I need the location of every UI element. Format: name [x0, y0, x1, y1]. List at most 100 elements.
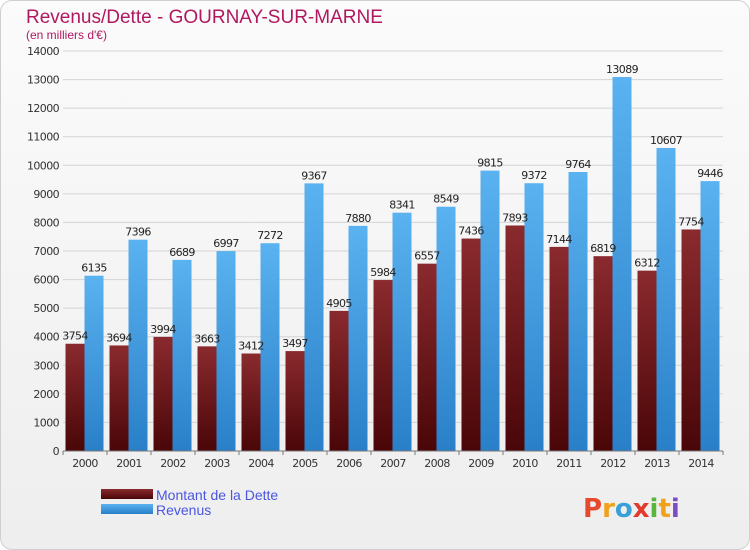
y-tick-label: 10000	[27, 159, 60, 172]
data-label-debt: 6312	[634, 257, 660, 270]
x-tick-label: 2001	[116, 457, 142, 470]
bar-revenus	[568, 172, 588, 451]
bar-debt	[593, 256, 613, 451]
x-tick-label: 2003	[204, 457, 230, 470]
bar-debt	[461, 238, 481, 451]
data-label-debt: 6557	[414, 250, 440, 263]
legend-label-revenus: Revenus	[156, 502, 211, 518]
x-tick-label: 2004	[248, 457, 274, 470]
y-tick-label: 7000	[33, 245, 59, 258]
x-tick-label: 2005	[292, 457, 318, 470]
data-label-revenus: 6135	[81, 262, 107, 275]
x-tick-label: 2000	[72, 457, 98, 470]
y-tick-label: 0	[53, 445, 60, 458]
bar-revenus	[260, 243, 280, 451]
data-label-debt: 7144	[546, 233, 572, 246]
x-tick-label: 2008	[424, 457, 450, 470]
bar-debt	[241, 353, 261, 451]
logo-letter: o	[615, 494, 633, 524]
y-axis-ticks: 0 1000 2000 3000 4000 5000 6000 7000 8000 9000 100…	[27, 45, 60, 458]
bar-debt	[65, 343, 85, 451]
data-label-debt: 3412	[238, 340, 264, 353]
y-tick-label: 9000	[33, 188, 59, 201]
bar-revenus	[524, 183, 544, 451]
data-label-debt: 3754	[62, 330, 88, 343]
bar-debt	[109, 345, 129, 451]
bar-debt	[417, 263, 437, 451]
data-label-revenus: 8341	[389, 199, 415, 212]
x-axis-ticks: 2000 2001 2002 2003 2004 2005 2006 2007 2008 2009…	[62, 451, 724, 470]
bar-revenus	[216, 251, 236, 451]
x-tick-label: 2002	[160, 457, 186, 470]
data-label-debt: 3694	[106, 331, 132, 344]
bar-revenus	[436, 206, 456, 451]
logo-letter: i	[650, 494, 659, 524]
bar-revenus	[480, 170, 500, 452]
data-label-revenus: 7396	[125, 226, 151, 239]
bar-revenus	[700, 181, 720, 451]
bar-debt	[549, 246, 569, 451]
bar-revenus	[128, 239, 148, 451]
bar-revenus	[392, 212, 412, 451]
data-labels: 3754 6135 3694 7396 3994 6689 3663 6997 3412 7272…	[62, 63, 724, 353]
bar-debt	[373, 280, 393, 451]
bar-revenus	[84, 275, 104, 451]
data-label-debt: 6819	[590, 242, 616, 255]
bar-debt	[285, 351, 305, 451]
bar-debt	[197, 346, 217, 451]
data-label-revenus: 9372	[521, 169, 547, 182]
data-label-revenus: 6689	[169, 246, 195, 259]
y-tick-label: 1000	[33, 416, 59, 429]
x-tick-label: 2012	[600, 457, 626, 470]
bar-revenus	[612, 77, 632, 452]
bars	[65, 77, 720, 452]
legend: Montant de la Dette Revenus	[101, 487, 278, 518]
logo-letter: x	[633, 494, 650, 524]
y-tick-label: 3000	[33, 359, 59, 372]
bar-debt	[637, 270, 657, 451]
bar-debt	[329, 310, 349, 451]
x-tick-label: 2009	[468, 457, 494, 470]
x-tick-label: 2007	[380, 457, 406, 470]
data-label-revenus: 7272	[257, 229, 283, 242]
bar-revenus	[304, 183, 324, 451]
y-tick-label: 11000	[27, 131, 60, 144]
y-tick-label: 6000	[33, 274, 59, 287]
data-label-debt: 7893	[502, 211, 528, 224]
data-label-debt: 3663	[194, 332, 220, 345]
data-label-revenus: 9815	[477, 157, 503, 170]
y-tick-label: 14000	[27, 45, 60, 58]
x-tick-label: 2014	[688, 457, 714, 470]
logo-letter: r	[602, 494, 615, 524]
data-label-debt: 4905	[326, 297, 352, 310]
logo-letter: P	[583, 494, 602, 524]
legend-swatch-revenus	[101, 504, 153, 514]
data-label-revenus: 9764	[565, 158, 591, 171]
x-tick-label: 2010	[512, 457, 538, 470]
legend-swatch-debt	[101, 489, 153, 499]
data-label-debt: 5984	[370, 266, 396, 279]
x-tick-label: 2006	[336, 457, 362, 470]
data-label-revenus: 9446	[697, 167, 723, 180]
bar-debt	[153, 336, 173, 451]
chart-title: Revenus/Dette - GOURNAY-SUR-MARNE	[26, 7, 383, 28]
data-label-revenus: 10607	[650, 134, 683, 147]
data-label-debt: 7754	[678, 215, 704, 228]
y-tick-label: 8000	[33, 216, 59, 229]
chart-subtitle: (en milliers d'€)	[26, 28, 107, 42]
x-tick-label: 2011	[556, 457, 582, 470]
bar-revenus	[348, 225, 368, 451]
data-label-debt: 3497	[282, 337, 308, 350]
y-tick-label: 12000	[27, 102, 60, 115]
data-label-revenus: 6997	[213, 237, 239, 250]
proxiti-logo: Proxiti	[583, 494, 680, 524]
logo-letter: i	[671, 494, 680, 524]
bar-revenus	[656, 147, 676, 451]
bar-debt	[505, 225, 525, 451]
bar-revenus	[172, 259, 192, 451]
y-tick-label: 4000	[33, 331, 59, 344]
y-tick-label: 13000	[27, 74, 60, 87]
data-label-revenus: 8549	[433, 193, 459, 206]
